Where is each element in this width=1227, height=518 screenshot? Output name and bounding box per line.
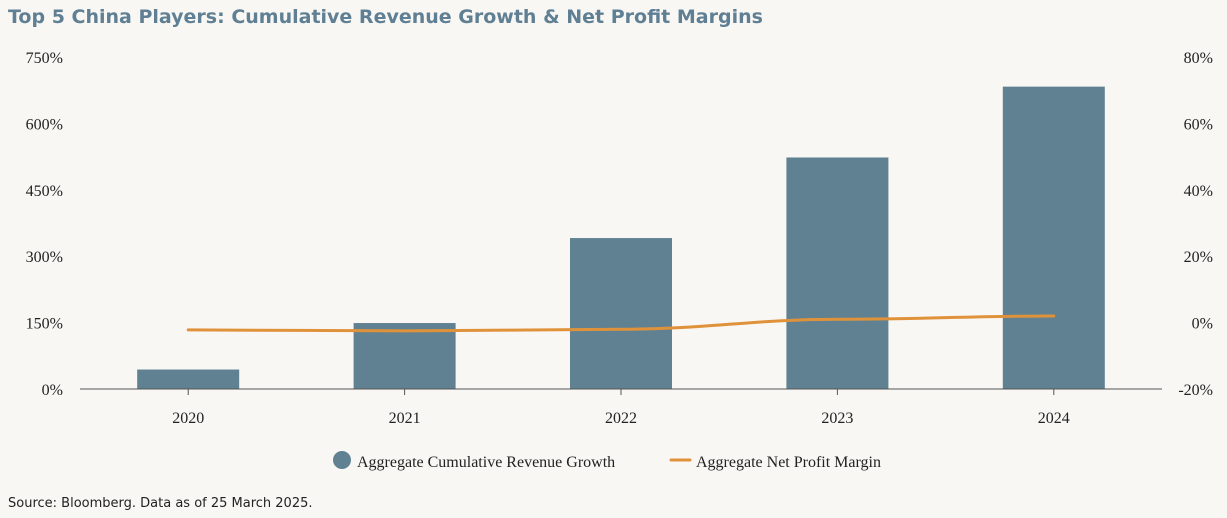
y-right-label: -20%: [1178, 382, 1213, 399]
y-left-label: 0%: [42, 382, 63, 399]
x-label-2023: 2023: [821, 410, 853, 427]
y-left-label: 300%: [26, 249, 63, 266]
x-label-2021: 2021: [389, 410, 421, 427]
legend-bar-label: Aggregate Cumulative Revenue Growth: [357, 454, 615, 471]
legend: Aggregate Cumulative Revenue Growth Aggr…: [333, 451, 881, 471]
bar-2022: [570, 238, 672, 389]
legend-line-label: Aggregate Net Profit Margin: [696, 454, 881, 471]
chart: 0% 150% 300% 450% 600% 750% -20% 0% 20% 40% 60% 80…: [26, 50, 1213, 471]
x-label-2024: 2024: [1038, 410, 1070, 427]
x-tick-marks: [187, 389, 1055, 395]
left-axis-labels: 0% 150% 300% 450% 600% 750%: [26, 50, 63, 399]
bar-2020: [137, 369, 240, 389]
y-right-label: 80%: [1184, 50, 1213, 67]
x-axis-labels: 2020 2021 2022 2023 2024: [172, 410, 1070, 427]
y-right-label: 20%: [1184, 249, 1213, 266]
y-left-label: 450%: [26, 183, 63, 200]
chart-title: Top 5 China Players: Cumulative Revenue …: [8, 6, 763, 28]
line-layer: [186, 314, 1056, 333]
y-left-label: 150%: [26, 316, 63, 333]
y-right-label: 60%: [1184, 116, 1213, 133]
y-left-label: 600%: [26, 116, 63, 133]
net-profit-margin-line: [186, 314, 1056, 333]
x-label-2022: 2022: [605, 410, 637, 427]
x-label-2020: 2020: [172, 410, 204, 427]
bars-layer: [137, 86, 1105, 390]
bar-2021: [353, 323, 456, 389]
source-note: Source: Bloomberg. Data as of 25 March 2…: [8, 496, 313, 511]
y-right-label: 0%: [1192, 316, 1213, 333]
bar-2023: [786, 157, 889, 389]
right-axis-labels: -20% 0% 20% 40% 60% 80%: [1178, 50, 1213, 399]
y-left-label: 750%: [26, 50, 63, 67]
bar-2024: [1002, 86, 1105, 390]
legend-bar-marker: [333, 451, 351, 469]
y-right-label: 40%: [1184, 183, 1213, 200]
